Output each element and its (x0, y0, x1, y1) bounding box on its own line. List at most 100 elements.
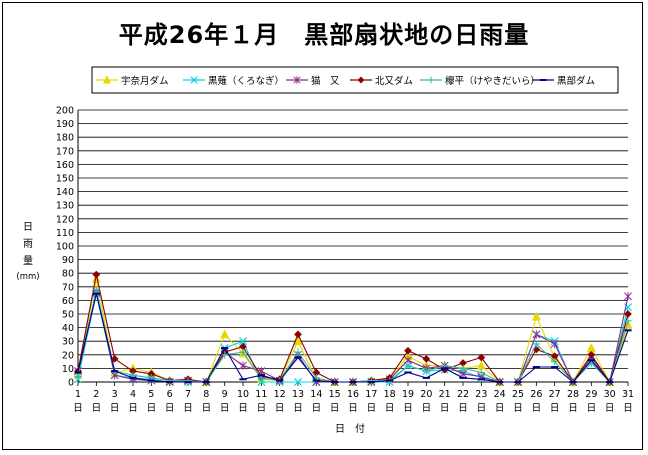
data-point (220, 329, 230, 339)
data-point (586, 342, 596, 352)
x-tick-label: 15 (329, 389, 341, 400)
data-point (532, 340, 540, 348)
x-tick-unit: 日 (385, 403, 395, 414)
x-tick-unit: 日 (257, 403, 267, 414)
data-point (422, 367, 430, 375)
legend-entry: 欅平（けやきだいら） (420, 75, 540, 87)
y-tick-label: 90 (62, 255, 74, 266)
x-tick-unit: 日 (367, 403, 377, 414)
x-tick-unit: 日 (238, 403, 248, 414)
x-tick-label: 21 (439, 389, 451, 400)
data-point (102, 75, 112, 84)
data-point (293, 76, 301, 84)
data-point (624, 317, 632, 325)
x-tick-label: 1 (75, 389, 81, 400)
x-tick-unit: 日 (92, 403, 102, 414)
series-plus (74, 285, 632, 386)
data-point (531, 311, 541, 321)
x-tick-label: 6 (167, 389, 173, 400)
x-tick-label: 28 (567, 389, 579, 400)
x-tick-label: 3 (112, 389, 118, 400)
series-triangle (73, 273, 633, 386)
x-tick-label: 13 (292, 389, 304, 400)
data-point (294, 330, 302, 339)
data-point (294, 348, 302, 356)
x-tick-label: 4 (130, 389, 136, 400)
x-tick-label: 7 (185, 389, 191, 400)
x-tick-unit: 日 (110, 403, 120, 414)
series-dash (74, 292, 632, 384)
y-axis-label-line: 日 (23, 222, 33, 233)
data-point (74, 372, 82, 381)
x-tick-unit: 日 (330, 403, 340, 414)
y-tick-label: 100 (56, 242, 74, 253)
x-tick-label: 9 (222, 389, 228, 400)
x-tick-unit: 日 (550, 403, 560, 414)
y-tick-label: 60 (62, 296, 74, 307)
data-point (184, 377, 192, 385)
y-tick-label: 30 (62, 337, 74, 348)
x-tick-label: 14 (310, 389, 322, 400)
x-tick-label: 30 (604, 389, 616, 400)
x-tick-unit: 日 (568, 403, 578, 414)
x-tick-unit: 日 (147, 403, 157, 414)
y-tick-label: 70 (62, 282, 74, 293)
x-tick-label: 17 (365, 389, 377, 400)
y-axis-label-line: 量 (23, 255, 33, 267)
x-tick-unit: 日 (403, 403, 413, 414)
data-point (166, 377, 174, 385)
x-tick-label: 8 (203, 389, 209, 400)
data-point (92, 285, 100, 294)
x-tick-unit: 日 (532, 403, 542, 414)
x-tick-unit: 日 (623, 403, 633, 414)
x-tick-unit: 日 (495, 403, 505, 414)
x-tick-label: 26 (530, 389, 542, 400)
x-tick-unit: 日 (513, 403, 523, 414)
y-tick-label: 110 (56, 228, 74, 239)
data-point (422, 354, 431, 363)
legend-entry: 黒薙（くろなぎ） (183, 75, 284, 87)
legend-label: 猫 又 (311, 75, 340, 87)
legend-label: 宇奈月ダム (121, 75, 169, 87)
data-point (367, 377, 375, 385)
x-tick-label: 23 (475, 389, 487, 400)
y-tick-label: 0 (68, 378, 74, 389)
x-tick-unit: 日 (128, 403, 138, 414)
data-point (238, 337, 248, 346)
x-tick-unit: 日 (73, 403, 83, 414)
legend-label: 黒部ダム (557, 75, 595, 87)
data-point (587, 350, 596, 359)
y-axis-label-line: 雨 (23, 239, 33, 250)
legend-entry: 宇奈月ダム (96, 75, 169, 87)
data-point (624, 292, 632, 301)
series-line (77, 274, 629, 384)
x-tick-unit: 日 (202, 403, 212, 414)
y-tick-label: 170 (56, 146, 74, 157)
x-tick-unit: 日 (183, 403, 193, 414)
y-tick-labels: 0 10 20 30 40 50 60 70 80 90 100 110 120 130 140 150 160… (56, 106, 74, 389)
data-point (427, 76, 435, 84)
x-tick-label: 25 (512, 389, 524, 400)
legend-entry: 黒部ダム (532, 75, 595, 87)
data-point (476, 360, 486, 370)
legend-entry: 猫 又 (286, 75, 340, 87)
y-axis-label: 日雨量 (mm) (16, 222, 39, 282)
y-tick-label: 200 (56, 106, 74, 117)
legend-label: 北又ダム (375, 75, 413, 87)
data-point (550, 339, 559, 349)
series-lines (73, 270, 633, 387)
data-point (257, 377, 266, 387)
y-axis-label-line: (mm) (16, 272, 39, 282)
x-tick-label: 12 (274, 389, 286, 400)
data-point (477, 368, 485, 377)
x-tick-label: 2 (93, 389, 99, 400)
data-point (459, 364, 467, 372)
data-point (239, 361, 247, 370)
data-point (221, 351, 229, 359)
x-tick-label: 29 (585, 389, 597, 400)
x-tick-label: 19 (402, 389, 414, 400)
x-tick-label: 27 (549, 389, 561, 400)
y-tick-label: 40 (62, 323, 74, 334)
x-tick-unit: 日 (422, 403, 432, 414)
